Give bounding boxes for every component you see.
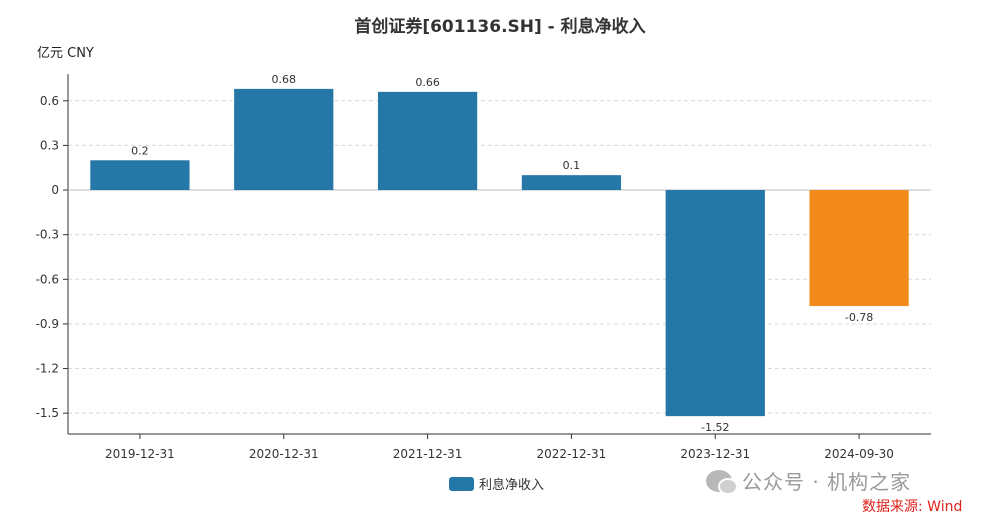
bar: [665, 190, 765, 417]
x-tick-label: 2022-12-31: [537, 447, 607, 461]
x-tick-label: 2019-12-31: [105, 447, 175, 461]
bar: [234, 88, 334, 191]
bar-value-label: -0.78: [845, 311, 873, 324]
bar: [90, 160, 190, 191]
y-tick-label: -0.6: [36, 272, 59, 286]
y-tick-label: 0: [51, 183, 59, 197]
y-tick-label: 0.3: [40, 138, 59, 152]
bar: [521, 175, 622, 191]
bar: [377, 91, 478, 191]
legend-label: 利息净收入: [479, 478, 545, 493]
wechat-icon: [706, 469, 738, 495]
bar-value-label: 0.2: [131, 144, 149, 157]
y-tick-label: -0.9: [36, 317, 59, 331]
bar-value-label: 0.1: [563, 159, 581, 172]
y-axis-unit: 亿元 CNY: [37, 46, 94, 61]
bar-value-label: -1.52: [701, 421, 729, 434]
y-tick-label: 0.6: [40, 94, 59, 108]
chart-title: 首创证券[601136.SH] - 利息净收入: [354, 17, 646, 37]
watermark: 公众号 · 机构之家: [706, 466, 911, 495]
legend-swatch: [449, 476, 474, 491]
data-source: 数据来源: Wind: [862, 499, 963, 515]
x-tick-label: 2024-09-30: [824, 447, 894, 461]
x-tick-label: 2020-12-31: [249, 447, 319, 461]
bar: [809, 190, 909, 307]
legend[interactable]: 利息净收入: [449, 474, 544, 493]
watermark-text: 公众号 · 机构之家: [742, 470, 912, 494]
y-tick-label: -0.3: [36, 228, 59, 242]
x-tick-label: 2023-12-31: [680, 447, 750, 461]
bar-value-label: 0.68: [272, 73, 297, 86]
bar-value-label: 0.66: [415, 76, 440, 89]
y-tick-label: -1.2: [36, 362, 59, 376]
y-tick-label: -1.5: [36, 406, 59, 420]
x-tick-label: 2021-12-31: [393, 447, 463, 461]
